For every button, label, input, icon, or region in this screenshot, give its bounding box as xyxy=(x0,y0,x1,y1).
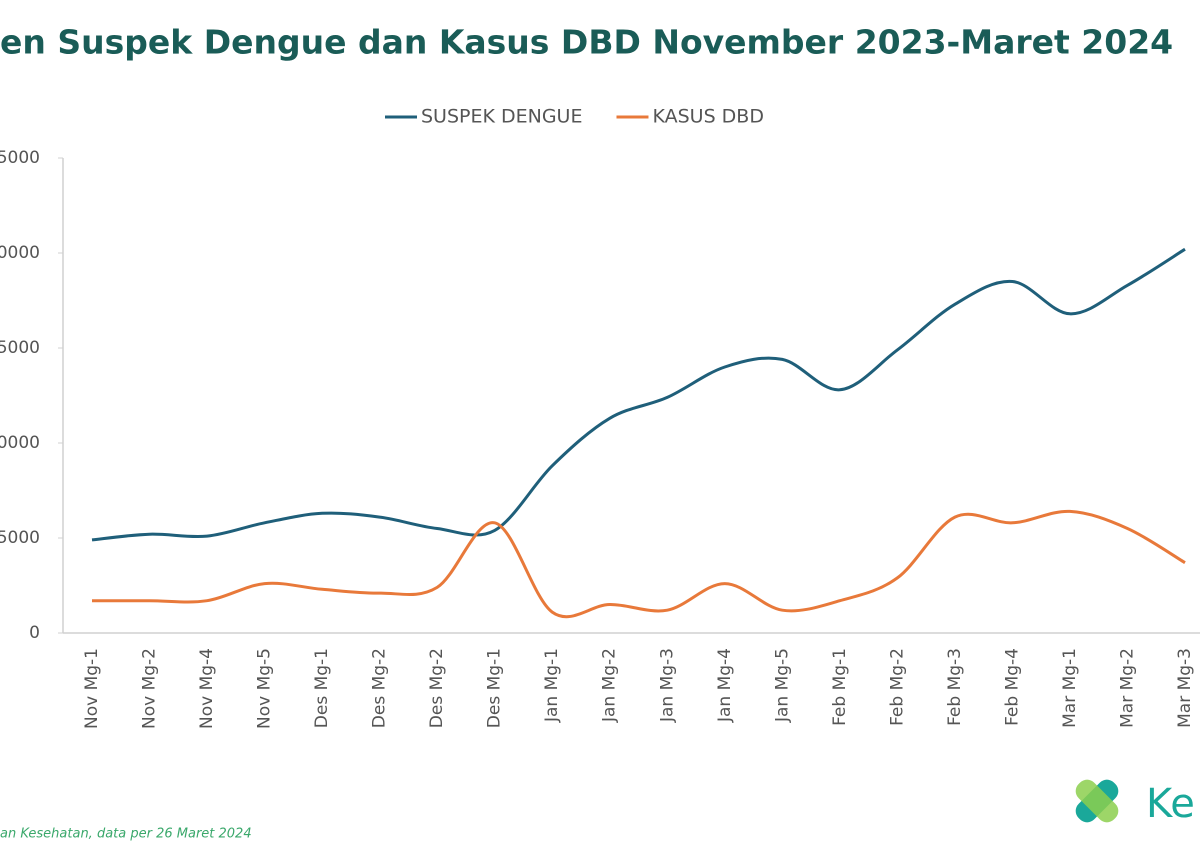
x-tick-label: Feb Mg-4 xyxy=(1002,648,1022,726)
y-tick-label: 5000 xyxy=(0,148,40,168)
y-tick-label: 0 xyxy=(29,623,40,643)
x-tick-label: Jan Mg-2 xyxy=(600,648,620,723)
x-tick-label: Mar Mg-1 xyxy=(1060,648,1080,728)
x-tick-label: Feb Mg-2 xyxy=(887,648,907,726)
x-tick-label: Nov Mg-2 xyxy=(140,648,160,729)
chart-title: en Suspek Dengue dan Kasus DBD November … xyxy=(0,23,1173,62)
x-tick-label: Des Mg-1 xyxy=(485,648,505,728)
legend-label: KASUS DBD xyxy=(652,106,764,128)
source-note: an Kesehatan, data per 26 Maret 2024 xyxy=(0,827,252,842)
x-tick-label: Feb Mg-1 xyxy=(830,648,850,726)
x-tick-label: Nov Mg-1 xyxy=(82,648,102,729)
x-tick-label: Jan Mg-3 xyxy=(657,648,677,723)
x-tick-label: Jan Mg-5 xyxy=(772,648,792,723)
series-line xyxy=(92,509,1186,619)
y-tick-label: 0000 xyxy=(0,243,40,263)
legend-label: SUSPEK DENGUE xyxy=(421,106,582,128)
series-line xyxy=(91,247,1186,542)
logo-icon xyxy=(1075,779,1119,823)
x-tick-label: Jan Mg-1 xyxy=(542,648,562,723)
y-tick-label: 5000 xyxy=(0,338,40,358)
y-tick-label: 0000 xyxy=(0,433,40,453)
x-tick-label: Feb Mg-3 xyxy=(945,648,965,726)
x-tick-label: Mar Mg-3 xyxy=(1175,648,1195,728)
x-tick-label: Des Mg-2 xyxy=(427,648,447,728)
logo-text: Ke xyxy=(1146,781,1195,827)
x-tick-label: Des Mg-1 xyxy=(312,648,332,728)
x-tick-label: Nov Mg-5 xyxy=(255,648,275,729)
y-tick-label: 5000 xyxy=(0,528,40,548)
x-tick-label: Mar Mg-2 xyxy=(1117,648,1137,728)
x-tick-label: Nov Mg-4 xyxy=(197,648,217,729)
x-tick-label: Jan Mg-4 xyxy=(715,648,735,723)
x-tick-label: Des Mg-2 xyxy=(370,648,390,728)
